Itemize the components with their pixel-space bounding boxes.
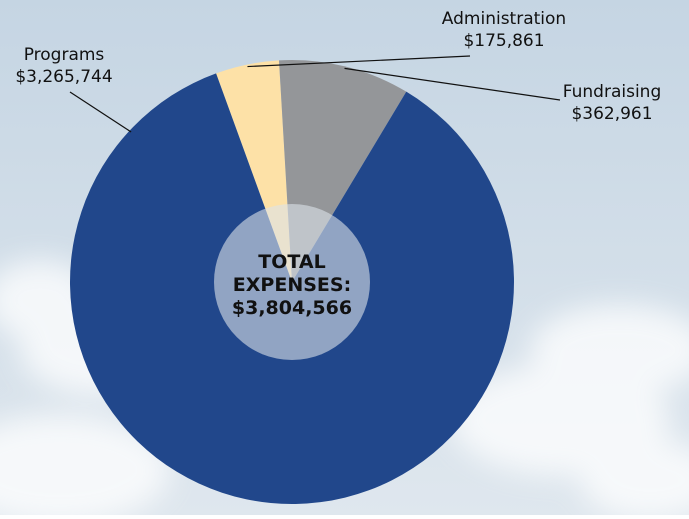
label-fundraising-value: $362,961 <box>571 104 652 124</box>
leader-lines <box>69 55 561 133</box>
leader-line-programs <box>69 91 132 133</box>
label-fundraising-name: Fundraising <box>563 82 661 102</box>
center-total-disc <box>214 204 370 360</box>
center-total-label: TOTAL EXPENSES: $3,804,566 <box>232 251 352 319</box>
cloud-right-bottom <box>580 440 689 519</box>
label-programs-value: $3,265,744 <box>15 67 112 87</box>
cloud-left-bottom <box>0 415 170 519</box>
label-administration-value: $175,861 <box>463 31 544 51</box>
leader-line-administration <box>247 55 471 68</box>
label-programs-name: Programs <box>24 45 105 65</box>
label-administration-name: Administration <box>442 9 566 29</box>
leader-line-fundraising <box>344 67 561 101</box>
slice-labels: Programs $3,265,744 Administration $175,… <box>15 9 661 124</box>
center-label-line-2: EXPENSES: <box>233 274 351 296</box>
center-label-total: $3,804,566 <box>232 297 352 319</box>
center-label-line-1: TOTAL <box>258 251 325 273</box>
